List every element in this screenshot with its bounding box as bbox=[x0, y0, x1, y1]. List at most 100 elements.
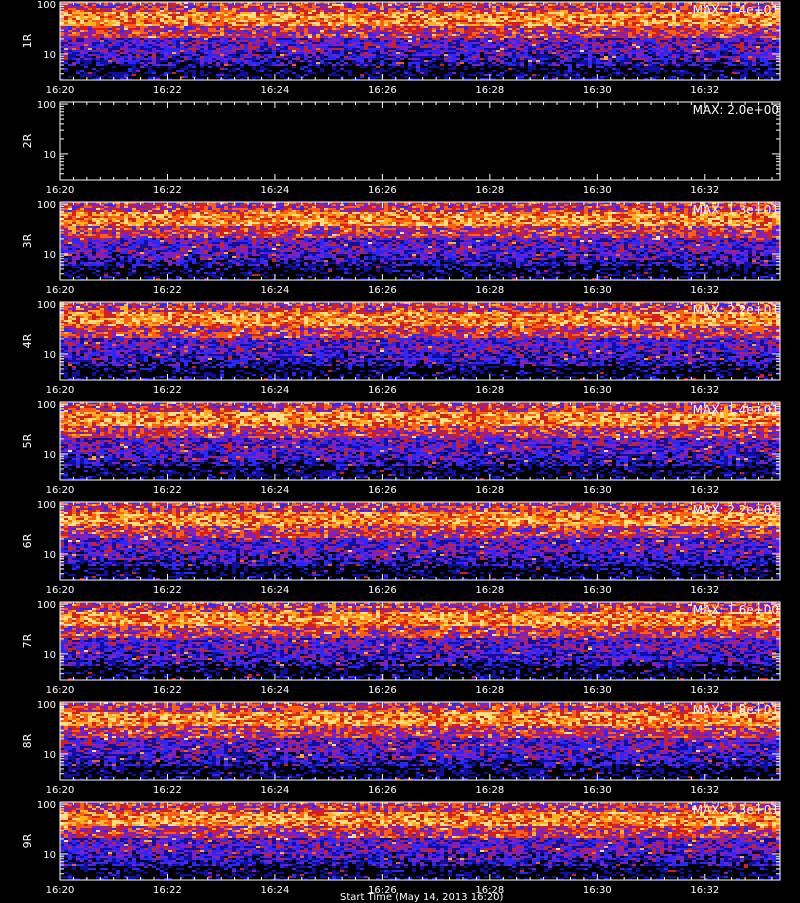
heatmap-cell bbox=[564, 54, 568, 56]
heatmap-cell bbox=[452, 24, 456, 26]
heatmap-cell bbox=[236, 44, 240, 46]
heatmap-cell bbox=[64, 48, 68, 50]
heatmap-cell bbox=[120, 44, 124, 46]
heatmap-cell bbox=[768, 40, 772, 42]
heatmap-cell bbox=[400, 6, 404, 8]
heatmap-cell bbox=[272, 34, 276, 36]
heatmap-cell bbox=[692, 46, 696, 48]
heatmap-cell bbox=[428, 16, 432, 18]
heatmap-cell bbox=[388, 36, 392, 38]
heatmap-cell bbox=[548, 16, 552, 18]
heatmap-cell bbox=[612, 10, 616, 12]
heatmap-cell bbox=[432, 8, 436, 10]
heatmap-cell bbox=[656, 10, 660, 12]
heatmap-cell bbox=[644, 4, 648, 6]
heatmap-cell bbox=[160, 16, 164, 18]
heatmap-cell bbox=[568, 20, 572, 22]
heatmap-cell bbox=[500, 28, 504, 30]
heatmap-cell bbox=[700, 54, 704, 56]
heatmap-cell bbox=[460, 22, 464, 24]
heatmap-cell bbox=[584, 22, 588, 24]
heatmap-cell bbox=[92, 28, 96, 30]
heatmap-cell bbox=[628, 42, 632, 44]
heatmap-cell bbox=[120, 34, 124, 36]
heatmap-cell bbox=[332, 30, 336, 32]
heatmap-cell bbox=[108, 50, 112, 52]
heatmap-cell bbox=[564, 26, 568, 28]
heatmap-cell bbox=[384, 12, 388, 14]
heatmap-cell bbox=[744, 34, 748, 36]
heatmap-cell bbox=[484, 30, 488, 32]
heatmap-cell bbox=[548, 52, 552, 54]
heatmap-cell bbox=[660, 42, 664, 44]
heatmap-cell bbox=[640, 6, 644, 8]
heatmap-cell bbox=[572, 4, 576, 6]
heatmap-cell bbox=[536, 42, 540, 44]
heatmap-cell bbox=[688, 48, 692, 50]
heatmap-cell bbox=[740, 14, 744, 16]
heatmap-cell bbox=[252, 30, 256, 32]
heatmap-cell bbox=[704, 52, 708, 54]
heatmap-cell bbox=[156, 18, 160, 20]
heatmap-cell bbox=[444, 6, 448, 8]
heatmap-cell bbox=[680, 44, 684, 46]
heatmap-cell bbox=[720, 4, 724, 6]
heatmap-cell bbox=[528, 42, 532, 44]
heatmap-cell bbox=[116, 22, 120, 24]
heatmap-cell bbox=[620, 14, 624, 16]
heatmap-cell bbox=[272, 18, 276, 20]
heatmap-cell bbox=[684, 12, 688, 14]
heatmap-cell bbox=[396, 34, 400, 36]
heatmap-cell bbox=[276, 48, 280, 50]
heatmap-cell bbox=[452, 12, 456, 14]
heatmap-cell bbox=[384, 48, 388, 50]
heatmap-cell bbox=[528, 8, 532, 10]
heatmap-cell bbox=[412, 54, 416, 56]
heatmap-cell bbox=[712, 16, 716, 18]
heatmap-cell bbox=[732, 4, 736, 6]
heatmap-cell bbox=[312, 20, 316, 22]
heatmap-cell bbox=[256, 40, 260, 42]
heatmap-cell bbox=[348, 20, 352, 22]
heatmap-cell bbox=[408, 2, 412, 4]
heatmap-cell bbox=[348, 50, 352, 52]
heatmap-cell bbox=[580, 22, 584, 24]
heatmap-cell bbox=[520, 44, 524, 46]
heatmap-cell bbox=[256, 56, 260, 58]
heatmap-cell bbox=[568, 24, 572, 26]
heatmap-cell bbox=[244, 8, 248, 10]
heatmap-cell bbox=[428, 10, 432, 12]
heatmap-cell bbox=[760, 8, 764, 10]
heatmap-cell bbox=[472, 12, 476, 14]
heatmap-cell bbox=[128, 48, 132, 50]
heatmap-cell bbox=[228, 26, 232, 28]
heatmap-cell bbox=[236, 30, 240, 32]
heatmap-cell bbox=[468, 40, 472, 42]
heatmap-cell bbox=[484, 48, 488, 50]
heatmap-cell bbox=[496, 8, 500, 10]
heatmap-cell bbox=[360, 48, 364, 50]
heatmap-cell bbox=[244, 22, 248, 24]
heatmap-cell bbox=[700, 6, 704, 8]
heatmap-cell bbox=[196, 26, 200, 28]
heatmap-cell bbox=[108, 34, 112, 36]
heatmap-cell bbox=[588, 42, 592, 44]
heatmap-cell bbox=[376, 34, 380, 36]
heatmap-cell bbox=[220, 10, 224, 12]
heatmap-cell bbox=[588, 34, 592, 36]
heatmap-cell bbox=[676, 54, 680, 56]
heatmap-cell bbox=[232, 24, 236, 26]
heatmap-cell bbox=[476, 28, 480, 30]
heatmap-cell bbox=[732, 34, 736, 36]
heatmap-cell bbox=[64, 38, 68, 40]
heatmap-cell bbox=[168, 26, 172, 28]
heatmap-cell bbox=[552, 28, 556, 30]
heatmap-cell bbox=[588, 48, 592, 50]
heatmap-cell bbox=[736, 50, 740, 52]
heatmap-cell bbox=[184, 34, 188, 36]
heatmap-cell bbox=[644, 46, 648, 48]
heatmap-cell bbox=[260, 18, 264, 20]
heatmap-cell bbox=[156, 6, 160, 8]
heatmap-cell bbox=[740, 22, 744, 24]
heatmap-cell bbox=[292, 14, 296, 16]
